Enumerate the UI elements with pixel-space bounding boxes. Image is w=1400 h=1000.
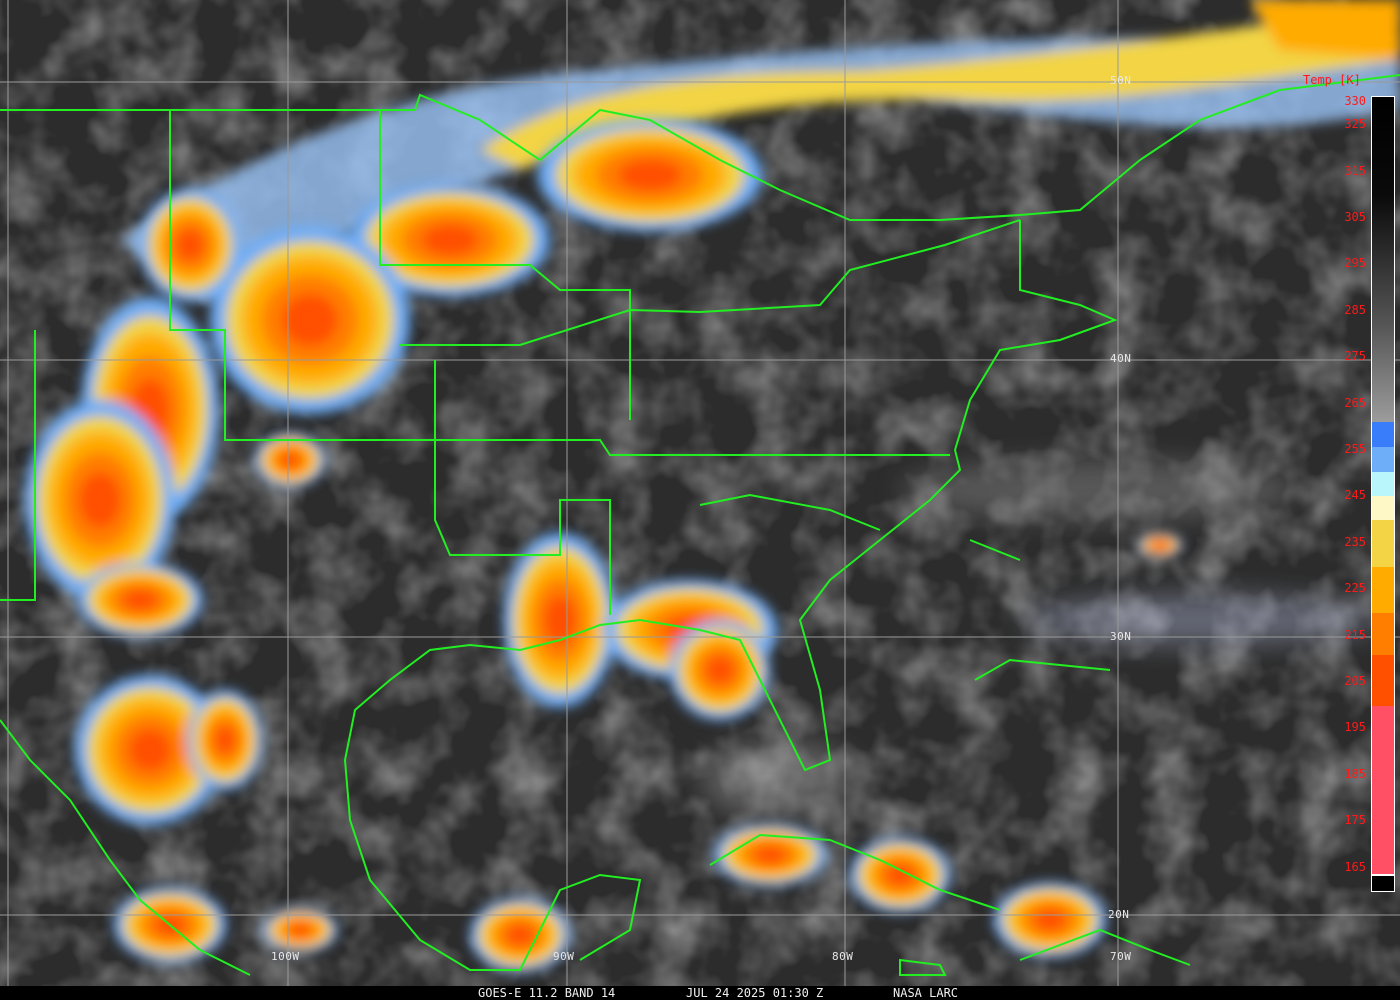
colorbar-tick-label: 275 <box>1344 349 1366 364</box>
cloud-band-atlantic <box>700 460 1380 820</box>
colorbar-tick-label: 295 <box>1344 256 1366 271</box>
colorbar <box>1371 96 1395 892</box>
colorbar-segment <box>1372 567 1394 613</box>
colorbar-segment <box>1372 447 1394 472</box>
colorbar-segment <box>1372 422 1394 447</box>
lat-label-20n: 20N <box>1108 908 1130 921</box>
lat-label-30n: 30N <box>1110 630 1132 643</box>
caption-bar: GOES-E 11.2 BAND 14 JUL 24 2025 01:30 Z … <box>0 986 1400 1000</box>
colorbar-tick-label: 215 <box>1344 627 1366 642</box>
colorbar-gray-segment <box>1372 97 1394 422</box>
coastlines-borders <box>0 74 1400 976</box>
colorbar-tick-label: 325 <box>1344 117 1366 132</box>
colorbar-segment <box>1372 520 1394 567</box>
caption-product: GOES-E 11.2 BAND 14 <box>478 986 616 1000</box>
colorbar-tick-label: 245 <box>1344 488 1366 503</box>
colorbar-segment <box>1372 655 1394 706</box>
colorbar-tick-label: 165 <box>1344 859 1366 874</box>
colorbar-tick-label: 305 <box>1344 210 1366 224</box>
colorbar-tick-label: 285 <box>1344 302 1366 317</box>
colorbar-tick-label: 195 <box>1344 720 1366 735</box>
colorbar-title: Temp [K] <box>1303 73 1361 87</box>
lon-label-80w: 80W <box>832 950 854 963</box>
lon-label-70w: 70W <box>1110 950 1132 963</box>
colorbar-tick-label: 185 <box>1344 766 1366 781</box>
lat-label-40n: 40N <box>1110 352 1132 365</box>
colorbar-tick-label: 330 <box>1344 94 1366 108</box>
colorbar-tick-label: 315 <box>1344 163 1366 178</box>
colorbar-tick-label: 255 <box>1344 442 1366 456</box>
colorbar-segment <box>1372 706 1394 874</box>
caption-datetime: JUL 24 2025 01:30 Z <box>686 986 824 1000</box>
caption-source: NASA LARC <box>893 986 959 1000</box>
colorbar-tick-label: 175 <box>1344 813 1366 828</box>
colorbar-tick-label: 235 <box>1344 534 1366 549</box>
colorbar-segment <box>1372 496 1394 520</box>
colorbar-tick-label: 225 <box>1344 581 1366 596</box>
colorbar-tick-label: 265 <box>1344 395 1366 410</box>
lon-label-100w: 100W <box>271 950 300 963</box>
colorbar-segment <box>1372 472 1394 496</box>
colorbar-tick-label: 205 <box>1344 674 1366 688</box>
lon-label-90w: 90W <box>553 950 575 963</box>
colorbar-segment <box>1372 613 1394 655</box>
lat-label-50n: 50N <box>1110 74 1132 87</box>
colorbar-divider <box>1372 874 1394 876</box>
